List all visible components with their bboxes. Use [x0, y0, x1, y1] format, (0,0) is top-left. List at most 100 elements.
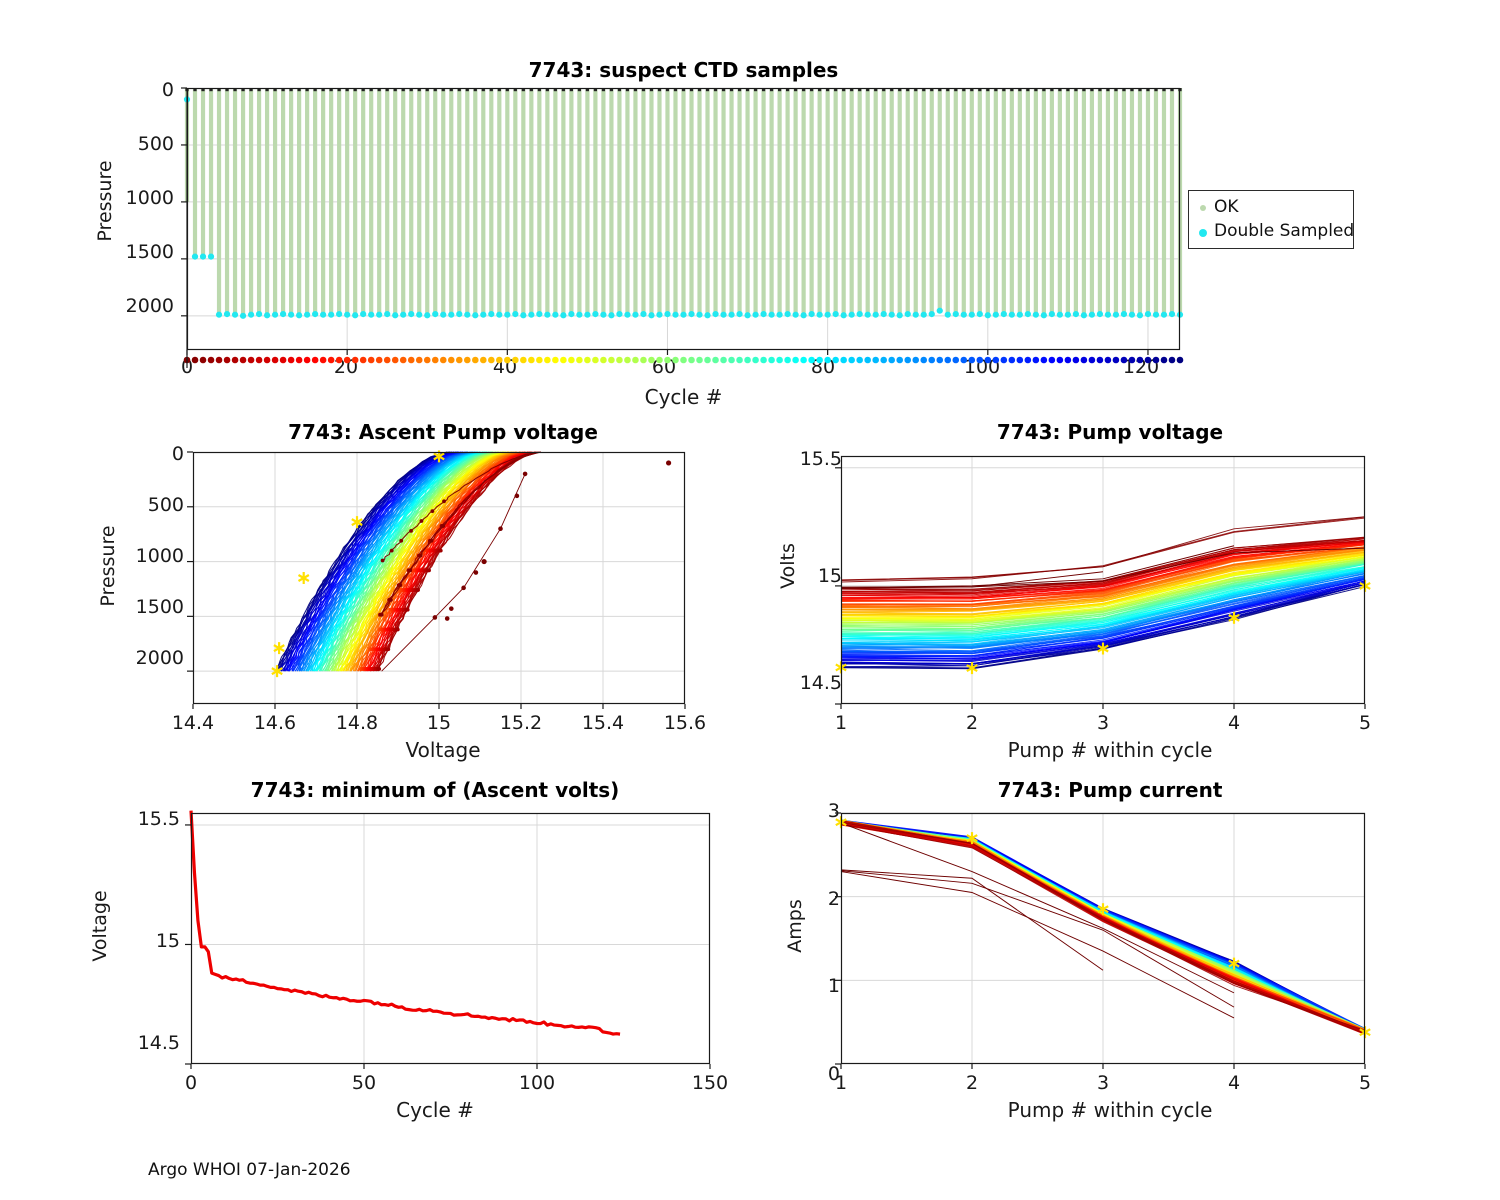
surface-sample-dot [1162, 88, 1166, 92]
ok-bar [569, 88, 574, 316]
ok-bar [1113, 88, 1119, 316]
double-sampled-dot [1144, 311, 1152, 318]
double-sampled-dot [328, 311, 335, 318]
surface-sample-dot [761, 88, 766, 92]
cycle-color-dot [1104, 356, 1112, 364]
ok-bar [585, 88, 590, 316]
ascent-outlier-point [449, 606, 454, 611]
surface-sample-dot [345, 88, 349, 92]
double-sampled-dot [656, 311, 663, 318]
double-sampled-dot [840, 312, 847, 319]
double-sampled-dot [920, 311, 927, 318]
double-sampled-dot [360, 311, 367, 318]
double-sampled-dot [215, 311, 223, 318]
cycle-color-dot [1176, 356, 1184, 364]
cycle-color-dot [383, 356, 391, 364]
axes-frame [840, 455, 1366, 705]
ascent-profile-point [408, 568, 413, 573]
double-sampled-dots [183, 96, 1184, 319]
pumpcurrent-y-tick-1: 1 [827, 975, 840, 997]
surface-sample-dot [1050, 88, 1054, 92]
double-sampled-dot [376, 311, 383, 318]
ok-bar [649, 88, 654, 316]
pumpvolt-y-tick-15: 15 [817, 565, 842, 587]
surface-sample-dot [441, 88, 445, 92]
pump-voltage-line [840, 546, 1366, 608]
surface-sample-dot [337, 88, 341, 92]
double-sampled-dot [1104, 311, 1112, 318]
surface-sample-dot [529, 88, 533, 92]
ok-bar [721, 88, 726, 316]
cycle-color-dot [391, 356, 399, 364]
pumpcurrent-x-axis-label: Pump # within cycle [1007, 1098, 1213, 1122]
cycle-color-dot [872, 356, 879, 364]
double-sampled-dot [704, 312, 711, 319]
suspect-plot-area [181, 87, 1184, 368]
double-sampled-dot [1008, 311, 1015, 318]
pumpcurrent-y-axis-label: Amps [784, 899, 806, 953]
surface-sample-dot [922, 88, 926, 92]
cycle-color-dot [247, 356, 255, 364]
cycle-color-dot [536, 356, 543, 364]
ok-bar [305, 88, 310, 316]
ok-bar [353, 88, 358, 316]
ascent-outlier-point [444, 616, 450, 621]
ok-bar [192, 88, 198, 259]
double-sampled-dot [784, 311, 791, 318]
surface-sample-dot [521, 88, 525, 92]
ascent-profile-line [291, 451, 464, 672]
cycle-color-dot [1040, 356, 1048, 364]
double-sampled-dot [432, 311, 439, 318]
surface-sample-dot [321, 88, 325, 92]
double-sampled-dot [800, 312, 807, 319]
surface-sample-dot [633, 88, 638, 92]
cycle-color-dot [1032, 356, 1040, 364]
ascent-profile-point [438, 548, 443, 553]
surface-sample-dot [1074, 88, 1078, 92]
surface-sample-dot [369, 88, 373, 92]
cycle-color-dot [1088, 356, 1096, 364]
ascent-profile-point [388, 598, 393, 602]
double-sampled-dot [448, 311, 455, 318]
double-sampled-dot [664, 311, 671, 318]
surface-sample-dot [1122, 88, 1126, 92]
cycle-color-dot [255, 356, 263, 364]
double-sampled-dot [1024, 311, 1031, 318]
pumpcurrent-x-tick-3: 3 [1096, 1072, 1110, 1094]
ok-bar [1129, 88, 1135, 316]
double-sampled-dot [296, 312, 303, 319]
surface-sample-dot [305, 88, 309, 92]
surface-sample-dot [842, 88, 846, 92]
cycle-color-dot [552, 356, 559, 364]
surface-sample-dot [962, 88, 966, 92]
ok-bar [969, 88, 974, 316]
surface-sample-dot [537, 88, 541, 92]
pump-voltage-line [840, 516, 1366, 582]
surface-sample-dot [401, 88, 405, 92]
ok-bar [1145, 88, 1151, 316]
ascent-profile-point [427, 568, 431, 573]
cycle-color-dot [1152, 356, 1160, 364]
double-sampled-dot [1136, 312, 1144, 319]
surface-sample-dot [721, 88, 726, 92]
double-sampled-dot [464, 311, 471, 318]
pumpcurrent-x-tick-5: 5 [1358, 1072, 1372, 1094]
ascent-x-tick-15: 15 [426, 712, 452, 734]
double-sampled-dot [672, 311, 679, 318]
minvolts-y-tick-145: 14.5 [137, 1032, 180, 1054]
cycle-color-dot [664, 356, 671, 364]
legend-double-sampled-label: Double Sampled [1214, 221, 1355, 241]
ascent-x-tick-144: 14.4 [171, 712, 215, 734]
surface-sample-dot [858, 88, 862, 92]
pump-voltage-line [840, 556, 1366, 623]
surface-sample-dot [409, 88, 413, 92]
ascent-profile-line [345, 451, 510, 672]
cycle-color-dot [736, 356, 743, 364]
cycle-color-dot [1112, 356, 1120, 364]
surface-sample-dot [850, 88, 854, 92]
ok-bar [697, 88, 702, 316]
ascent-outlier-point [473, 570, 479, 575]
double-sampled-dot [1016, 311, 1023, 318]
double-sampled-dot [600, 311, 607, 318]
